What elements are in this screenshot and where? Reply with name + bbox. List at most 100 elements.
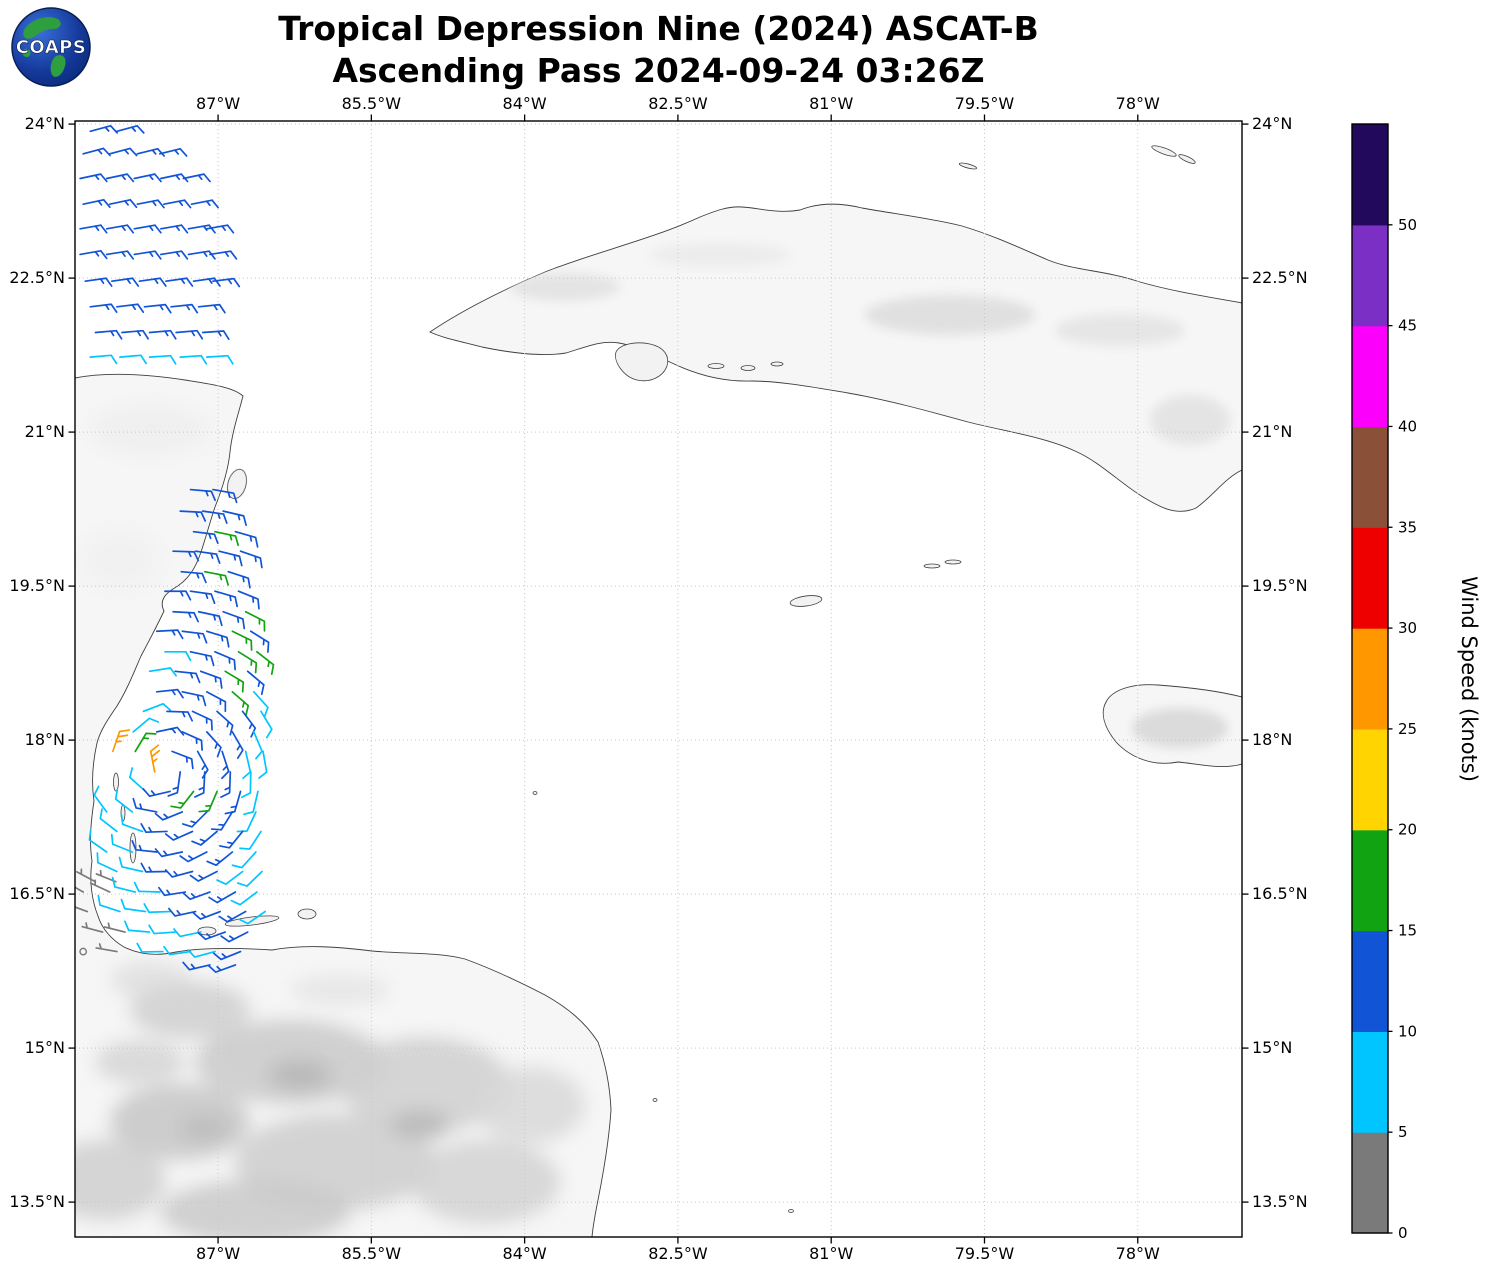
wind-barb bbox=[79, 173, 108, 183]
wind-barb bbox=[181, 690, 207, 707]
wind-barb bbox=[116, 124, 145, 134]
wind-barb bbox=[148, 667, 177, 677]
small-island bbox=[770, 361, 784, 367]
wind-barb bbox=[190, 199, 219, 209]
small-island bbox=[923, 563, 941, 569]
y-tick-label-right: 15°N bbox=[1252, 1038, 1292, 1057]
colorbar: 0 5 10 15 20 25 30 35 40 45 50 bbox=[1351, 123, 1417, 1242]
wind-barb bbox=[244, 610, 266, 632]
terrain-shading bbox=[110, 1084, 250, 1160]
colorbar-segment bbox=[1352, 728, 1388, 831]
colorbar-segment bbox=[1352, 426, 1388, 528]
wind-barb bbox=[220, 771, 232, 798]
wind-barb bbox=[198, 790, 218, 813]
colorbar-segment bbox=[1352, 1132, 1388, 1234]
small-island bbox=[652, 1098, 658, 1102]
wind-barb bbox=[205, 630, 230, 648]
wind-barb bbox=[172, 550, 200, 562]
wind-barb bbox=[246, 670, 265, 696]
land-layer bbox=[75, 145, 1242, 1237]
wind-barb bbox=[105, 224, 135, 234]
wind-barb bbox=[182, 173, 211, 183]
wind-barb bbox=[231, 690, 250, 716]
y-tick-label-right: 22.5°N bbox=[1252, 268, 1308, 287]
wind-barb bbox=[96, 852, 118, 873]
wind-barb bbox=[214, 650, 237, 671]
wind-barb bbox=[181, 731, 203, 751]
coaps-logo-globe: COAPS bbox=[11, 7, 91, 87]
wind-barb bbox=[163, 199, 192, 209]
wind-barb bbox=[108, 198, 138, 209]
terrain-shading bbox=[290, 975, 390, 1005]
coaps-logo-text: COAPS bbox=[16, 37, 87, 58]
wind-barb bbox=[239, 830, 262, 850]
wind-barb bbox=[175, 329, 204, 340]
terrain-shading bbox=[95, 1040, 185, 1084]
wind-barb bbox=[159, 224, 189, 234]
wind-barb bbox=[158, 147, 188, 157]
wind-barb bbox=[89, 124, 119, 134]
terrain-shading bbox=[1055, 314, 1185, 346]
wind-barb bbox=[75, 900, 89, 913]
terrain-shading bbox=[1150, 395, 1230, 445]
small-island bbox=[532, 791, 538, 795]
wind-barb bbox=[140, 862, 168, 873]
wind-barb bbox=[181, 811, 208, 828]
terrain-shading bbox=[160, 1180, 350, 1237]
wind-barb bbox=[205, 224, 235, 234]
wind-barb bbox=[256, 650, 275, 676]
wind-barb bbox=[236, 870, 263, 887]
colorbar-tick-label: 40 bbox=[1398, 417, 1417, 435]
y-tick-label-left: 18°N bbox=[25, 730, 65, 749]
x-tick-label-bottom: 82.5°W bbox=[648, 1244, 708, 1263]
wind-barb bbox=[201, 510, 228, 524]
wind-barb bbox=[239, 550, 263, 569]
wind-barb bbox=[95, 943, 118, 953]
wind-barb bbox=[108, 147, 138, 157]
wind-barb bbox=[143, 303, 172, 314]
wind-barb bbox=[172, 610, 199, 623]
terrain-shading bbox=[340, 1037, 510, 1133]
wind-barb bbox=[174, 670, 201, 684]
colorbar-segment bbox=[1352, 930, 1388, 1032]
wind-barb bbox=[143, 903, 171, 914]
wind-barb bbox=[173, 928, 202, 938]
wind-barb bbox=[179, 510, 207, 522]
wind-barb bbox=[216, 870, 244, 885]
wind-barb bbox=[234, 530, 259, 548]
wind-barb bbox=[208, 891, 237, 904]
calm-wind-marker bbox=[79, 947, 88, 956]
title-line-2: Ascending Pass 2024-09-24 03:26Z bbox=[332, 51, 985, 91]
wind-barb-layer bbox=[75, 124, 275, 973]
wind-barb bbox=[197, 931, 227, 941]
colorbar-tick-label: 50 bbox=[1398, 216, 1417, 234]
colorbar-tick-label: 10 bbox=[1398, 1022, 1417, 1040]
wind-barb bbox=[189, 650, 215, 667]
wind-barb bbox=[187, 224, 216, 234]
colorbar-tick-label: 45 bbox=[1398, 317, 1417, 335]
small-island bbox=[707, 363, 725, 369]
title-line-1: Tropical Depression Nine (2024) ASCAT-B bbox=[278, 9, 1039, 48]
terrain-shading bbox=[179, 1115, 231, 1141]
wind-barb bbox=[88, 829, 108, 853]
wind-barb bbox=[159, 250, 189, 260]
globe-landmass-north bbox=[23, 17, 61, 39]
colorbar-tick-label: 5 bbox=[1398, 1123, 1408, 1141]
wind-barb bbox=[94, 329, 123, 340]
globe-landmass-west bbox=[22, 48, 31, 58]
wind-barb bbox=[165, 277, 194, 287]
wind-barb bbox=[154, 811, 184, 821]
wind-barb bbox=[179, 851, 208, 863]
y-tick-label-left: 22.5°N bbox=[9, 268, 65, 287]
wind-barb bbox=[212, 277, 241, 288]
wind-barb bbox=[82, 198, 111, 209]
plot-border bbox=[74, 120, 1243, 1238]
small-island bbox=[1178, 154, 1196, 164]
grid-layer bbox=[75, 121, 1242, 1237]
wind-barb bbox=[170, 790, 195, 809]
wind-barb bbox=[220, 931, 249, 943]
wind-barb bbox=[191, 710, 213, 731]
wind-barb bbox=[237, 590, 260, 610]
x-tick-label-top: 82.5°W bbox=[648, 94, 708, 113]
wind-barb bbox=[164, 869, 194, 878]
